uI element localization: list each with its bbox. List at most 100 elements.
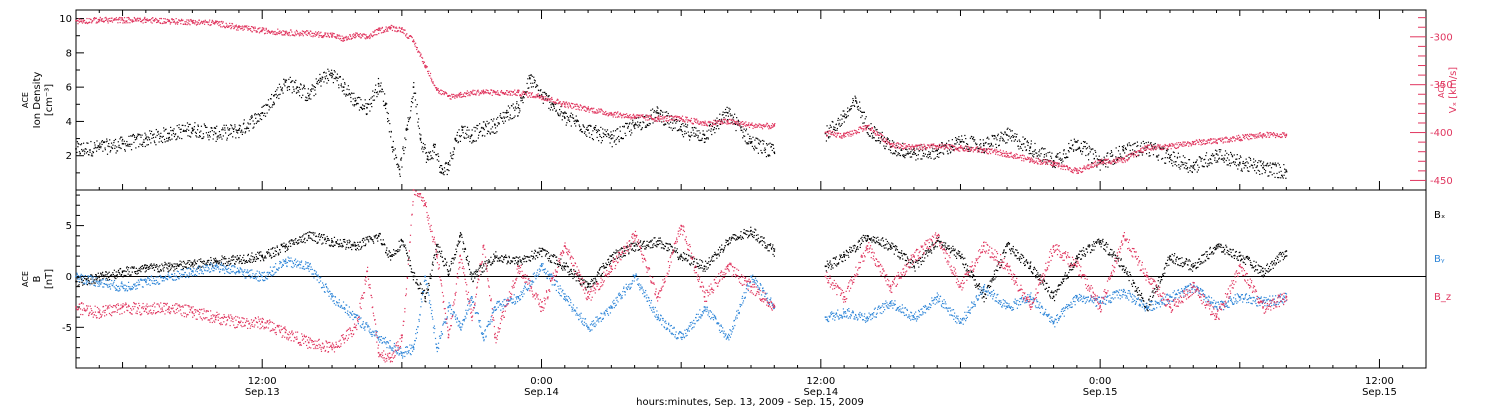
- data-point-density: [961, 140, 963, 143]
- data-point-density: [133, 141, 135, 144]
- data-point-density: [391, 151, 394, 153]
- data-point-density: [564, 111, 566, 113]
- data-point-vx: [630, 118, 632, 120]
- data-point-density: [559, 115, 561, 117]
- data-point-density: [224, 132, 227, 134]
- data-point-vx: [889, 144, 891, 146]
- data-point-vx: [199, 23, 201, 25]
- data-point-density: [915, 154, 918, 157]
- data-point-vx: [616, 116, 619, 118]
- data-point-density: [503, 122, 505, 124]
- data-point-vx: [405, 34, 407, 36]
- data-point-vx: [394, 27, 397, 29]
- data-point-vx: [937, 147, 939, 149]
- data-point-vx: [1199, 139, 1201, 142]
- data-point-density: [530, 74, 533, 76]
- data-point-vx: [880, 133, 882, 135]
- data-point-density: [113, 141, 115, 144]
- data-point-vx: [619, 112, 622, 114]
- data-point-density: [722, 113, 724, 116]
- data-point-density: [559, 113, 561, 115]
- data-point-density: [1238, 161, 1241, 164]
- data-point-density: [1176, 165, 1178, 167]
- data-point-density: [158, 133, 160, 135]
- data-point-vx: [742, 126, 744, 128]
- data-point-vx: [582, 106, 584, 108]
- data-point-density: [1084, 141, 1086, 144]
- data-point-density: [988, 143, 990, 145]
- data-point-vx: [1166, 144, 1168, 147]
- data-point-density: [1247, 162, 1249, 164]
- top-left-axis-label: ACE: [21, 92, 30, 108]
- data-point-vx: [1254, 135, 1256, 137]
- data-point-density: [961, 135, 963, 137]
- data-point-vx: [1011, 155, 1013, 157]
- data-point-vx: [309, 34, 311, 36]
- data-point-vx: [932, 143, 934, 145]
- data-point-vx: [1035, 160, 1038, 162]
- data-point-vx: [96, 21, 98, 23]
- data-point-vx: [1236, 138, 1238, 140]
- data-point-vx: [894, 147, 896, 149]
- data-point-vx: [1158, 145, 1160, 148]
- data-point-vx: [695, 119, 697, 121]
- data-point-vx: [182, 19, 184, 21]
- data-point-vx: [1206, 142, 1209, 144]
- data-point-density: [606, 135, 608, 138]
- data-point-bx: [101, 275, 103, 277]
- data-point-vx: [851, 130, 853, 132]
- data-point-vx: [1196, 139, 1198, 142]
- data-point-density: [1203, 159, 1205, 161]
- data-point-vx: [665, 119, 667, 121]
- data-point-density: [343, 93, 345, 95]
- data-point-density: [907, 151, 909, 153]
- data-point-density: [542, 91, 544, 94]
- data-point-density: [1096, 158, 1098, 160]
- data-point-vx: [1131, 154, 1133, 156]
- data-point-density: [743, 128, 745, 130]
- data-point-density: [150, 142, 152, 144]
- data-point-vx: [163, 17, 165, 20]
- data-point-vx: [845, 135, 847, 138]
- data-point-vx: [1229, 137, 1232, 139]
- data-point-vx: [1192, 143, 1194, 145]
- data-point-density: [100, 145, 102, 148]
- data-point-vx: [774, 123, 776, 125]
- data-point-vx: [449, 95, 452, 97]
- data-point-vx: [1022, 158, 1025, 160]
- data-point-vx: [362, 33, 364, 35]
- data-point-vx: [1034, 161, 1037, 163]
- data-point-vx: [1086, 165, 1088, 167]
- data-point-vx: [915, 145, 917, 147]
- data-point-vx: [221, 26, 223, 28]
- data-point-density: [638, 124, 640, 126]
- data-point-vx: [1067, 167, 1069, 169]
- data-point-density: [257, 113, 259, 115]
- data-point-vx: [913, 147, 915, 149]
- data-point-density: [417, 118, 420, 120]
- data-point-vx: [840, 136, 842, 138]
- data-point-density: [151, 137, 153, 139]
- data-point-density: [185, 130, 187, 132]
- data-point-vx: [452, 93, 454, 96]
- data-point-bx: [110, 274, 113, 276]
- data-point-vx: [173, 18, 175, 21]
- data-point-density: [1169, 156, 1171, 159]
- data-point-density: [1122, 146, 1124, 149]
- data-point-density: [701, 137, 703, 140]
- data-point-vx: [1113, 160, 1115, 162]
- top-right-tick-label: -450: [1430, 176, 1453, 187]
- data-point-vx: [266, 30, 268, 32]
- data-point-density: [462, 132, 464, 134]
- data-point-density: [529, 77, 531, 80]
- data-point-density: [427, 159, 429, 161]
- data-point-density: [847, 115, 849, 117]
- data-point-vx: [230, 27, 233, 29]
- data-point-density: [132, 134, 134, 136]
- data-point-vx: [415, 42, 417, 44]
- data-point-vx: [951, 148, 953, 151]
- data-point-vx: [699, 123, 701, 125]
- data-point-vx: [481, 90, 483, 92]
- data-point-vx: [497, 90, 499, 92]
- data-point-vx: [359, 33, 361, 35]
